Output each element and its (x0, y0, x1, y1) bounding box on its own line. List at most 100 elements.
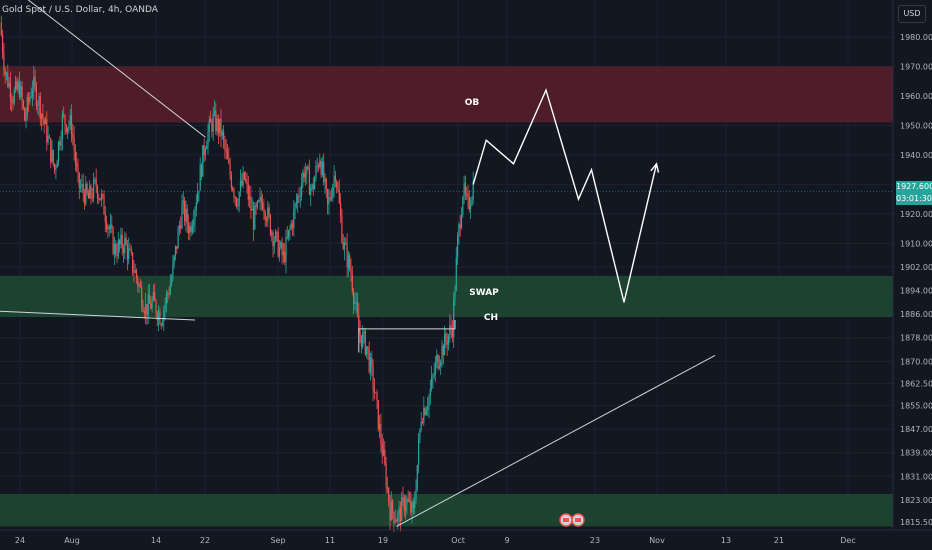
price-tick-label: 1870.00 (900, 357, 932, 366)
candle-up (94, 179, 96, 181)
candle-down (246, 181, 248, 184)
projection-path (472, 88, 660, 303)
candle-down (368, 349, 370, 372)
candle-down (269, 215, 271, 235)
price-tick-label: 1862.50 (900, 379, 932, 388)
candle-up (259, 196, 261, 201)
candle-up (449, 325, 451, 336)
candle-up (414, 501, 416, 509)
candle-down (119, 240, 121, 245)
candle-down (42, 114, 44, 120)
candle-up (429, 388, 431, 397)
candle-up (100, 194, 102, 201)
candle-down (233, 190, 235, 198)
candle-up (20, 86, 22, 98)
candle-down (132, 252, 134, 272)
candle-up (197, 192, 199, 203)
candle-down (76, 162, 78, 166)
candle-down (393, 512, 395, 523)
price-tick-label: 1950.00 (900, 121, 932, 130)
candle-up (462, 196, 464, 215)
candle-up (302, 172, 304, 184)
candle-down (141, 286, 143, 307)
candle-down (146, 304, 148, 316)
candle-up (258, 200, 260, 202)
time-tick-label: 23 (590, 536, 600, 545)
candle-down (424, 407, 426, 415)
candle-down (91, 196, 93, 199)
candle-down (277, 232, 279, 257)
price-tick-label: 1815.50 (900, 518, 932, 527)
candle-down (243, 172, 245, 179)
candle-up (355, 301, 357, 303)
price-tick-label: 1910.00 (900, 239, 932, 248)
candle-up (117, 240, 119, 256)
candle-down (160, 324, 162, 326)
candle-down (230, 175, 232, 188)
candle-up (328, 197, 330, 204)
candle-down (7, 72, 9, 87)
candle-down (135, 270, 138, 279)
candle-down (467, 193, 469, 198)
candle-down (265, 219, 268, 222)
candle-down (155, 300, 157, 314)
candle-down (59, 141, 61, 146)
candle-down (247, 183, 249, 200)
candle-up (420, 421, 422, 429)
candle-down (73, 137, 75, 151)
candle-down (190, 226, 192, 232)
candle-down (334, 175, 336, 182)
candle-up (89, 185, 91, 199)
candle-down (298, 195, 300, 197)
candle-up (80, 186, 82, 188)
candle-up (238, 192, 240, 206)
candle-up (68, 125, 70, 128)
candle-down (446, 341, 448, 346)
candle-down (167, 293, 169, 295)
candle-down (139, 284, 141, 287)
event-markers[interactable] (559, 513, 585, 527)
candle-up (56, 161, 58, 168)
currency-button[interactable]: USD (898, 5, 926, 23)
candle-up (369, 357, 372, 372)
candle-up (5, 72, 8, 75)
candle-up (161, 321, 164, 326)
candle-up (221, 131, 223, 136)
candle-down (148, 294, 151, 304)
price-axis[interactable]: 1980.001970.001960.001950.001940.001930.… (900, 33, 932, 527)
candle-down (70, 115, 73, 135)
candle-down (350, 268, 352, 275)
candle-up (145, 304, 147, 314)
ob-zone-label: OB (464, 98, 480, 108)
candle-up (81, 184, 83, 187)
candle-down (159, 311, 161, 325)
candle-up (195, 202, 197, 210)
candle-up (278, 247, 281, 257)
candle-up (158, 311, 160, 321)
candle-down (373, 389, 375, 393)
candle-up (57, 141, 60, 162)
candle-up (301, 183, 303, 196)
candle-up (113, 243, 115, 254)
candle-up (293, 208, 295, 228)
candle-down (126, 244, 128, 260)
candle-down (372, 366, 374, 390)
candle-down (217, 118, 219, 134)
candle-up (415, 489, 417, 502)
candle-down (225, 149, 227, 151)
candle-down (329, 197, 331, 199)
candle-down (291, 223, 294, 228)
candle-down (104, 214, 106, 222)
candle-up (290, 223, 292, 229)
candle-down (137, 278, 139, 287)
candle-down (451, 329, 453, 338)
candle-down (186, 208, 188, 224)
time-axis[interactable]: 24 Aug 14 22 Sep 11 19 Oct 9 23 Nov 13 21 Dec (15, 536, 856, 545)
candle-up (314, 178, 316, 190)
rising-support-line (396, 354, 716, 527)
candle-up (207, 131, 209, 147)
candle-up (178, 225, 180, 230)
candle-down (358, 314, 360, 332)
candle-up (438, 365, 440, 369)
